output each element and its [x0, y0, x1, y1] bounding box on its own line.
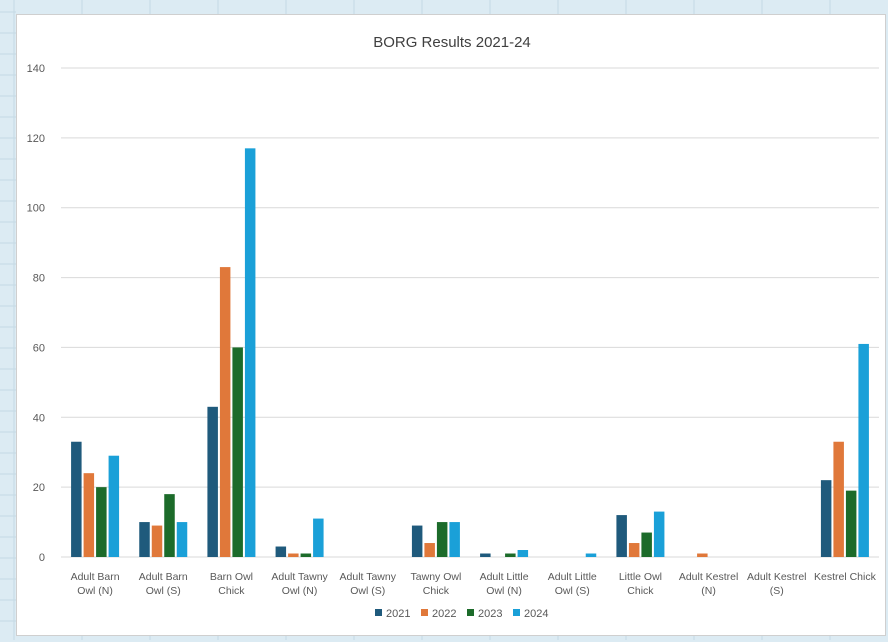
bar-2022[interactable] — [833, 441, 844, 557]
y-tick-label: 100 — [27, 203, 45, 215]
bar-2021[interactable] — [207, 406, 218, 557]
x-category-label: Adult Little Owl (N) — [480, 571, 529, 597]
bar-2021[interactable] — [139, 522, 150, 557]
bar-2021[interactable] — [820, 480, 832, 557]
bar-2024[interactable] — [517, 550, 529, 557]
x-category-label: Adult Barn Owl (N) — [71, 571, 120, 597]
bar-2022[interactable] — [288, 553, 299, 557]
x-category-label: Barn Owl Chick — [210, 571, 253, 597]
bar-2023[interactable] — [164, 494, 175, 557]
bar-2021[interactable] — [275, 546, 287, 557]
bar-2021[interactable] — [480, 553, 491, 557]
bar-2024[interactable] — [244, 148, 256, 558]
x-category-label: Adult Little Owl (S) — [548, 571, 597, 597]
bar-chart: BORG Results 2021-24 020406080100120140 … — [27, 34, 879, 620]
bar-2023[interactable] — [96, 487, 107, 557]
bar-2024[interactable] — [108, 455, 120, 557]
chart-title: BORG Results 2021-24 — [373, 34, 531, 51]
y-tick-label: 60 — [33, 342, 45, 354]
bar-2024[interactable] — [585, 553, 597, 557]
bar-2023[interactable] — [845, 490, 857, 557]
bar-2024[interactable] — [176, 522, 188, 557]
legend-swatch-2024 — [513, 609, 520, 616]
bar-2022[interactable] — [697, 553, 708, 557]
bar-2021[interactable] — [616, 515, 627, 557]
bar-2022[interactable] — [151, 525, 163, 557]
bar-2022[interactable] — [628, 543, 640, 557]
bar-2022[interactable] — [424, 543, 435, 557]
y-tick-label: 120 — [27, 133, 45, 145]
legend-label-2023: 2023 — [478, 608, 502, 620]
x-category-label: Kestrel Chick — [814, 571, 877, 583]
bar-2024[interactable] — [313, 518, 324, 557]
bar-2024[interactable] — [653, 511, 665, 557]
y-tick-label: 20 — [33, 482, 45, 494]
legend-swatch-2021 — [375, 609, 382, 616]
y-tick-label: 0 — [39, 552, 45, 564]
bar-2023[interactable] — [436, 522, 448, 557]
bar-2024[interactable] — [858, 343, 869, 557]
legend-label-2024: 2024 — [524, 608, 548, 620]
x-category-label: Adult Tawny Owl (N) — [271, 571, 328, 597]
bar-2023[interactable] — [232, 347, 243, 557]
bar-2023[interactable] — [300, 553, 312, 557]
legend-label-2021: 2021 — [386, 608, 410, 620]
x-category-label: Adult Tawny Owl (S) — [340, 571, 397, 597]
legend-swatch-2022 — [421, 609, 428, 616]
y-tick-label: 80 — [33, 273, 45, 285]
x-category-label: Adult Barn Owl (S) — [139, 571, 188, 597]
x-category-label: Adult Kestrel (N) — [679, 571, 739, 597]
bar-2022[interactable] — [219, 267, 231, 557]
bar-2023[interactable] — [641, 532, 652, 557]
x-category-label: Tawny Owl Chick — [411, 571, 462, 597]
x-category-label: Adult Kestrel (S) — [747, 571, 807, 597]
bar-2024[interactable] — [449, 522, 460, 557]
legend-label-2022: 2022 — [432, 608, 456, 620]
bar-2021[interactable] — [411, 525, 423, 557]
bar-2021[interactable] — [71, 441, 82, 557]
bar-2022[interactable] — [83, 473, 95, 557]
y-tick-label: 140 — [27, 63, 45, 75]
legend-swatch-2023 — [467, 609, 474, 616]
bar-2023[interactable] — [505, 553, 516, 557]
chart-area[interactable]: BORG Results 2021-24 0 20 40 60 80 100 120 140 … — [16, 14, 886, 636]
y-tick-label: 40 — [33, 412, 45, 424]
x-category-label: Little Owl Chick — [619, 571, 662, 597]
